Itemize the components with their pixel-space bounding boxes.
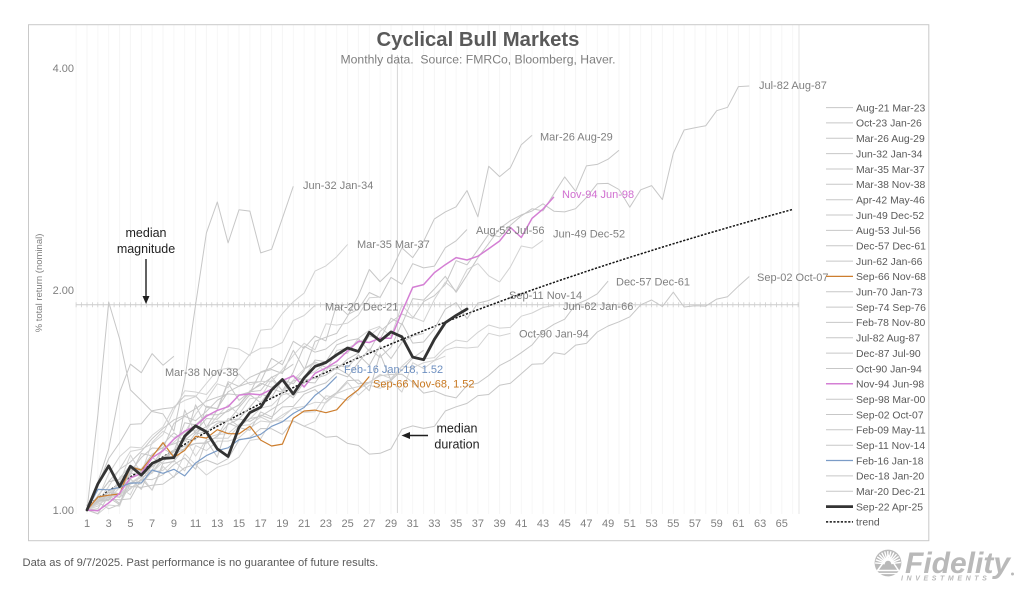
svg-text:Jun-49 Dec-52: Jun-49 Dec-52 xyxy=(553,228,625,240)
svg-text:Sep-11 Nov-14: Sep-11 Nov-14 xyxy=(856,441,925,452)
svg-text:17: 17 xyxy=(255,518,267,530)
svg-text:Jul-82 Aug-87: Jul-82 Aug-87 xyxy=(759,80,827,92)
svg-text:41: 41 xyxy=(515,518,527,530)
svg-text:Mar-26 Aug-29: Mar-26 Aug-29 xyxy=(540,131,613,143)
svg-text:Aug-53 Jul-56: Aug-53 Jul-56 xyxy=(476,225,545,237)
svg-text:Sep-74 Sep-76: Sep-74 Sep-76 xyxy=(856,303,926,314)
svg-text:19: 19 xyxy=(276,518,288,530)
svg-text:65: 65 xyxy=(776,518,788,530)
svg-text:Dec-57 Dec-61: Dec-57 Dec-61 xyxy=(616,276,690,288)
svg-text:31: 31 xyxy=(407,518,419,530)
svg-text:Fidelity: Fidelity xyxy=(905,547,1011,580)
svg-text:Feb-16 Jan-18, 1.52: Feb-16 Jan-18, 1.52 xyxy=(344,364,443,376)
svg-text:Oct-90 Jan-94: Oct-90 Jan-94 xyxy=(856,364,922,375)
svg-text:Oct-23 Jan-26: Oct-23 Jan-26 xyxy=(856,119,922,130)
svg-text:Mar-26 Aug-29: Mar-26 Aug-29 xyxy=(856,134,925,145)
svg-text:Mar-38 Nov-38: Mar-38 Nov-38 xyxy=(856,180,926,191)
svg-text:Feb-09 May-11: Feb-09 May-11 xyxy=(856,426,926,437)
svg-text:Jun-49 Dec-52: Jun-49 Dec-52 xyxy=(856,211,924,222)
svg-text:55: 55 xyxy=(667,518,679,530)
svg-text:Cyclical Bull Markets: Cyclical Bull Markets xyxy=(377,29,580,51)
svg-text:Jun-32 Jan-34: Jun-32 Jan-34 xyxy=(303,180,373,192)
svg-text:7: 7 xyxy=(149,518,155,530)
svg-text:23: 23 xyxy=(320,518,332,530)
svg-text:Mar-35 Mar-37: Mar-35 Mar-37 xyxy=(357,239,430,251)
svg-text:Jun-70 Jan-73: Jun-70 Jan-73 xyxy=(856,288,923,299)
svg-text:% total return (nominal): % total return (nominal) xyxy=(34,234,45,333)
svg-text:Mar-20 Dec-21: Mar-20 Dec-21 xyxy=(856,487,926,498)
svg-text:61: 61 xyxy=(732,518,744,530)
svg-text:Monthly data. Source: FMRCo,: Monthly data. Source: FMRCo, Bloomberg, … xyxy=(340,53,615,67)
svg-text:1: 1 xyxy=(84,518,90,530)
svg-text:Sep-22 Apr-25: Sep-22 Apr-25 xyxy=(856,502,923,513)
svg-text:4.00: 4.00 xyxy=(53,63,74,75)
svg-text:63: 63 xyxy=(754,518,766,530)
svg-text:11: 11 xyxy=(190,518,201,530)
svg-text:Sep-98 Mar-00: Sep-98 Mar-00 xyxy=(856,395,926,406)
svg-text:2.00: 2.00 xyxy=(53,285,74,297)
svg-text:Dec-87 Jul-90: Dec-87 Jul-90 xyxy=(856,349,921,360)
svg-text:45: 45 xyxy=(559,518,571,530)
svg-text:Mar-38 Nov-38: Mar-38 Nov-38 xyxy=(165,367,238,379)
svg-text:Jun-62 Jan-66: Jun-62 Jan-66 xyxy=(563,301,633,313)
svg-text:53: 53 xyxy=(645,518,657,530)
svg-text:27: 27 xyxy=(363,518,375,530)
svg-text:Feb-16 Jan-18: Feb-16 Jan-18 xyxy=(856,456,924,467)
svg-text:INVESTMENTS: INVESTMENTS xyxy=(901,576,990,583)
svg-text:29: 29 xyxy=(385,518,397,530)
svg-text:13: 13 xyxy=(211,518,223,530)
svg-text:Aug-21 Mar-23: Aug-21 Mar-23 xyxy=(856,103,926,114)
svg-text:59: 59 xyxy=(711,518,723,530)
svg-text:21: 21 xyxy=(298,518,310,530)
svg-text:Sep-02 Oct-07: Sep-02 Oct-07 xyxy=(757,272,829,284)
svg-text:Dec-18 Jan-20: Dec-18 Jan-20 xyxy=(856,472,924,483)
svg-text:25: 25 xyxy=(341,518,353,530)
svg-text:magnitude: magnitude xyxy=(117,242,175,256)
svg-text:15: 15 xyxy=(233,518,245,530)
svg-text:Mar-20 Dec-21: Mar-20 Dec-21 xyxy=(325,301,398,313)
svg-text:Nov-94 Jun-98: Nov-94 Jun-98 xyxy=(856,380,924,391)
svg-text:3: 3 xyxy=(106,518,112,530)
svg-text:Jul-82 Aug-87: Jul-82 Aug-87 xyxy=(856,334,920,345)
svg-text:35: 35 xyxy=(450,518,462,530)
svg-text:Jun-62 Jan-66: Jun-62 Jan-66 xyxy=(856,257,923,268)
svg-text:Nov-94 Jun-98: Nov-94 Jun-98 xyxy=(562,189,634,201)
svg-text:43: 43 xyxy=(537,518,549,530)
svg-text:Mar-35 Mar-37: Mar-35 Mar-37 xyxy=(856,165,925,176)
svg-text:Jun-32 Jan-34: Jun-32 Jan-34 xyxy=(856,149,923,160)
svg-text:49: 49 xyxy=(602,518,614,530)
svg-text:Dec-57 Dec-61: Dec-57 Dec-61 xyxy=(856,242,926,253)
svg-text:47: 47 xyxy=(580,518,592,530)
svg-text:Sep-66 Nov-68: Sep-66 Nov-68 xyxy=(856,272,926,283)
svg-text:duration: duration xyxy=(434,438,479,452)
svg-text:Oct-90 Jan-94: Oct-90 Jan-94 xyxy=(519,328,589,340)
svg-text:Feb-78 Nov-80: Feb-78 Nov-80 xyxy=(856,318,926,329)
svg-text:Sep-02 Oct-07: Sep-02 Oct-07 xyxy=(856,410,924,421)
svg-text:Data as of 9/7/2025. Past perf: Data as of 9/7/2025. Past performance is… xyxy=(23,557,379,569)
svg-text:51: 51 xyxy=(624,518,636,530)
svg-text:1.00: 1.00 xyxy=(53,505,74,517)
svg-text:9: 9 xyxy=(171,518,177,530)
svg-text:trend: trend xyxy=(856,518,880,529)
svg-text:median: median xyxy=(437,422,478,436)
svg-text:39: 39 xyxy=(493,518,505,530)
svg-text:5: 5 xyxy=(127,518,133,530)
svg-text:33: 33 xyxy=(428,518,440,530)
svg-text:Sep-11 Nov-14: Sep-11 Nov-14 xyxy=(509,290,582,302)
svg-text:57: 57 xyxy=(689,518,701,530)
svg-text:Sep-66 Nov-68, 1.52: Sep-66 Nov-68, 1.52 xyxy=(373,378,475,390)
svg-text:median: median xyxy=(126,226,167,240)
svg-text:37: 37 xyxy=(472,518,484,530)
svg-text:Apr-42 May-46: Apr-42 May-46 xyxy=(856,196,925,207)
svg-text:Aug-53 Jul-56: Aug-53 Jul-56 xyxy=(856,226,921,237)
